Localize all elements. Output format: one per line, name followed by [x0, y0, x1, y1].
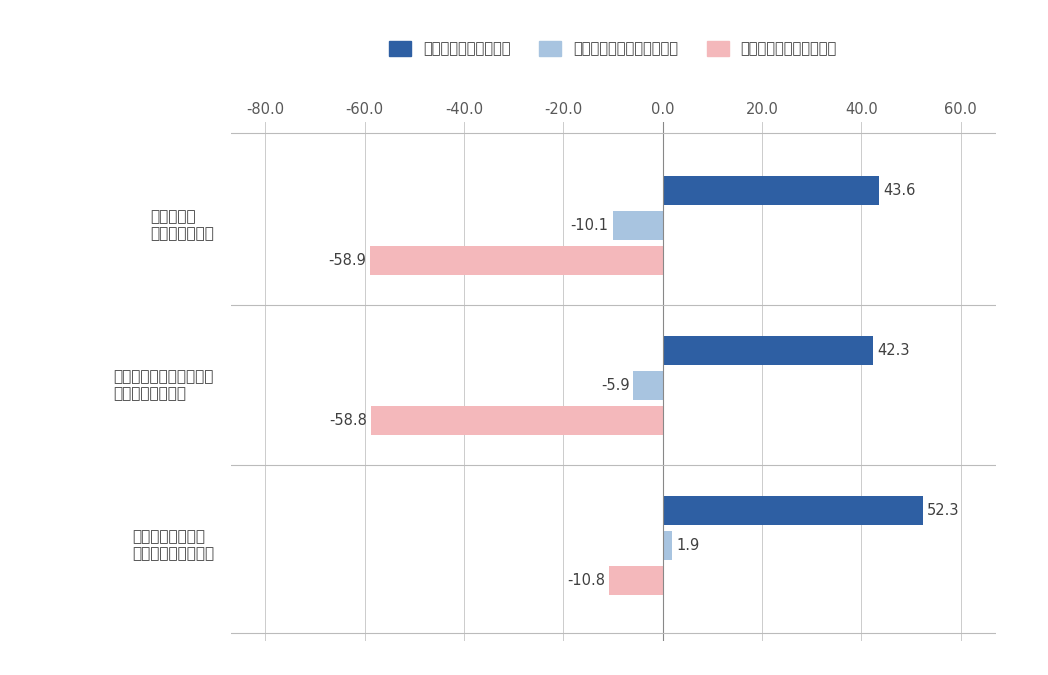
Text: -10.8: -10.8 — [567, 573, 605, 588]
Bar — [662, 531, 672, 560]
Bar — [662, 495, 922, 524]
Text: 43.6: 43.6 — [883, 183, 916, 198]
Text: -10.1: -10.1 — [570, 218, 609, 233]
Bar — [370, 246, 662, 275]
Text: -58.8: -58.8 — [329, 413, 367, 428]
Text: -58.9: -58.9 — [328, 253, 366, 268]
Text: 42.3: 42.3 — [877, 343, 910, 358]
Text: -5.9: -5.9 — [601, 378, 630, 393]
Bar — [371, 406, 662, 435]
Text: 1.9: 1.9 — [676, 538, 699, 553]
Bar — [662, 176, 879, 205]
Bar — [613, 211, 662, 240]
Bar — [662, 335, 873, 365]
Text: 52.3: 52.3 — [926, 503, 959, 518]
Legend: 取り組んでいると思う, やや取り組んでいると思う, どちらともいえない以下: 取り組んでいると思う, やや取り組んでいると思う, どちらともいえない以下 — [384, 35, 843, 62]
Bar — [609, 566, 662, 595]
Bar — [633, 371, 662, 400]
